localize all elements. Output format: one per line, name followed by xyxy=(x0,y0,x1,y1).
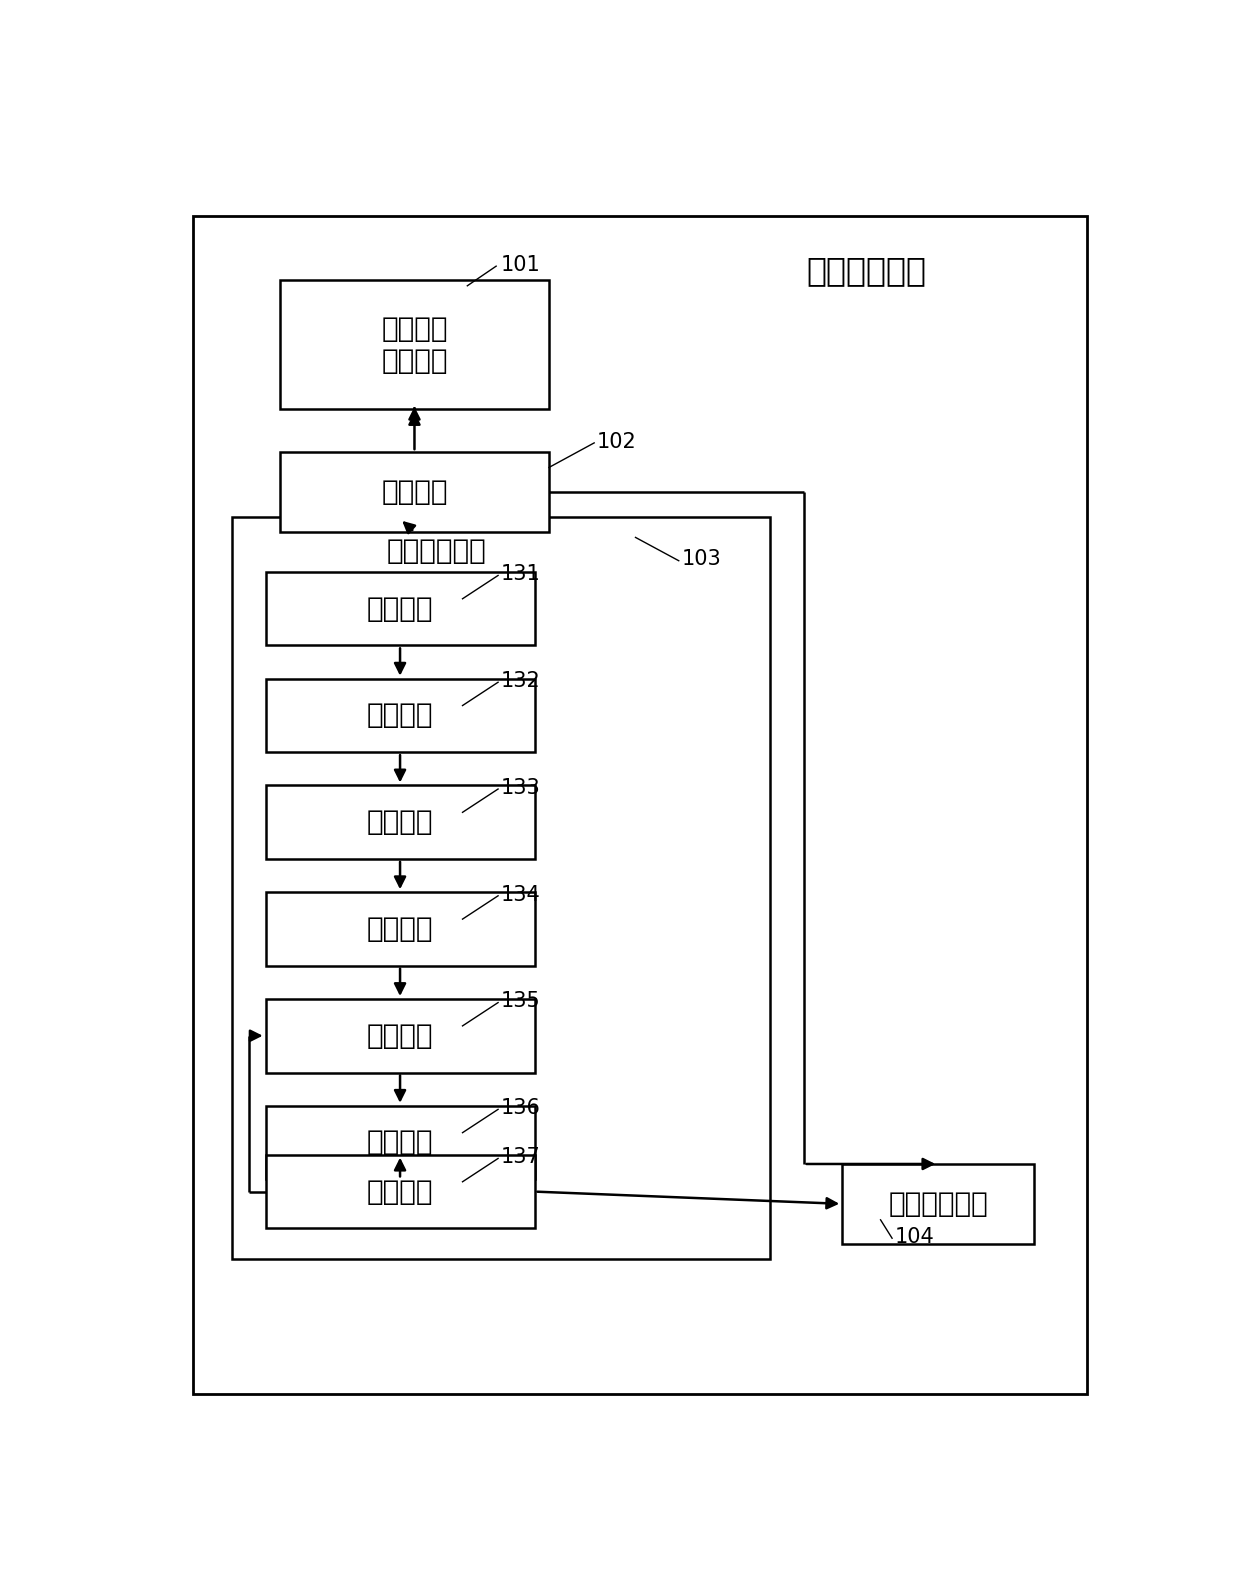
Text: 第七单元: 第七单元 xyxy=(367,1178,433,1205)
Text: 102: 102 xyxy=(596,432,637,451)
Bar xyxy=(265,572,534,646)
Text: 后台线程模块: 后台线程模块 xyxy=(888,1189,988,1218)
Bar xyxy=(265,1106,534,1180)
Bar xyxy=(265,893,534,966)
Bar xyxy=(280,453,549,532)
Bar xyxy=(265,679,534,752)
Text: 第二单元: 第二单元 xyxy=(367,701,433,730)
Text: 133: 133 xyxy=(501,778,541,797)
Text: 第一单元: 第一单元 xyxy=(367,595,433,623)
Bar xyxy=(280,281,549,410)
Bar xyxy=(232,516,770,1259)
Bar xyxy=(842,1164,1034,1243)
Text: 第五单元: 第五单元 xyxy=(367,1022,433,1050)
Bar xyxy=(265,786,534,859)
Text: 101: 101 xyxy=(501,255,541,274)
Text: 134: 134 xyxy=(501,885,541,904)
Text: 131: 131 xyxy=(501,564,541,585)
Bar xyxy=(265,1154,534,1229)
Text: 136: 136 xyxy=(501,1098,541,1117)
Text: 启动拍摄装置: 启动拍摄装置 xyxy=(806,255,926,287)
Text: 104: 104 xyxy=(895,1227,935,1247)
Text: 132: 132 xyxy=(501,671,541,692)
Text: 第三单元: 第三单元 xyxy=(367,808,433,837)
Text: 第六单元: 第六单元 xyxy=(367,1129,433,1157)
Text: 第四单元: 第四单元 xyxy=(367,915,433,944)
Text: 拍摄线程模块: 拍摄线程模块 xyxy=(387,537,486,564)
Text: 135: 135 xyxy=(501,991,541,1011)
Text: 103: 103 xyxy=(682,550,722,569)
Bar xyxy=(265,999,534,1073)
Text: 快捷图标
设置模块: 快捷图标 设置模块 xyxy=(381,314,448,375)
Text: 137: 137 xyxy=(501,1148,541,1167)
Text: 启动模块: 启动模块 xyxy=(381,478,448,505)
